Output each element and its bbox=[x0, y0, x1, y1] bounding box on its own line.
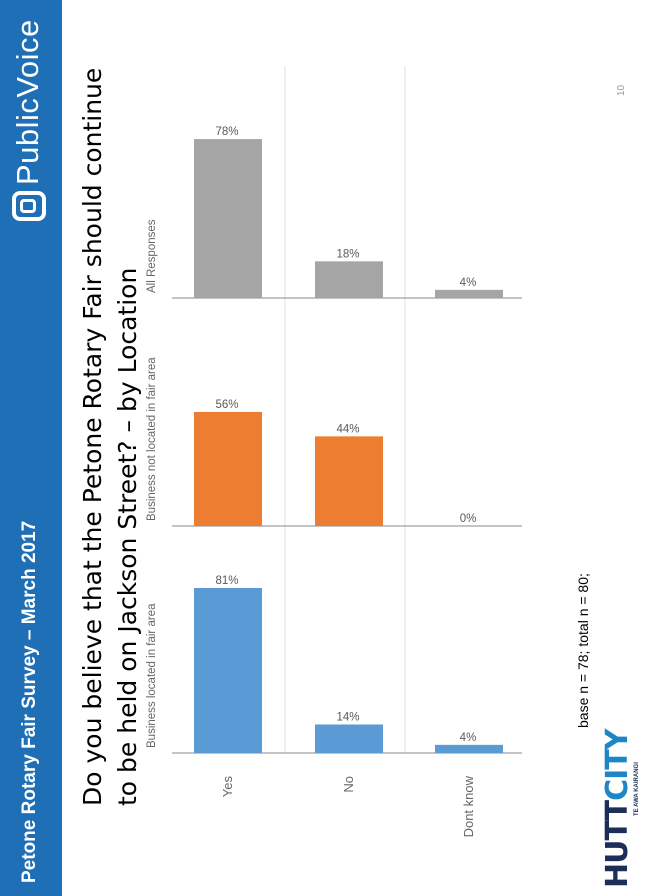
hutt-logo-main: HUTT bbox=[600, 800, 635, 888]
category-label: Yes bbox=[220, 776, 235, 798]
data-label: 81% bbox=[215, 575, 238, 587]
bar bbox=[194, 139, 262, 298]
data-label: 0% bbox=[460, 513, 477, 525]
page-number: 10 bbox=[616, 84, 627, 96]
bar bbox=[194, 588, 262, 753]
panel-title: Business not located in fair area bbox=[146, 357, 158, 521]
data-label: 4% bbox=[460, 732, 477, 744]
data-label: 56% bbox=[215, 399, 238, 411]
data-label: 18% bbox=[336, 248, 359, 260]
panel-title: All Responses bbox=[146, 219, 158, 293]
data-label: 4% bbox=[460, 277, 477, 289]
data-label: 78% bbox=[215, 126, 238, 138]
base-note: base n = 78; total n = 80; bbox=[575, 573, 591, 728]
data-label: 44% bbox=[336, 423, 359, 435]
bar bbox=[315, 261, 383, 298]
bar bbox=[315, 724, 383, 753]
bar bbox=[315, 436, 383, 526]
hutt-city-logo: HUTTCITY TE AWA KAIRANGI bbox=[590, 729, 650, 892]
bar bbox=[435, 289, 503, 298]
panel-title: Business located in fair area bbox=[146, 603, 158, 748]
category-label: No bbox=[341, 776, 356, 793]
category-label: Dont know bbox=[461, 775, 476, 837]
hutt-logo-city: CITY bbox=[600, 729, 635, 801]
hutt-logo-sub: TE AWA KAIRANGI bbox=[634, 762, 640, 816]
data-label: 14% bbox=[336, 711, 359, 723]
bar bbox=[194, 411, 262, 526]
bar bbox=[435, 744, 503, 753]
